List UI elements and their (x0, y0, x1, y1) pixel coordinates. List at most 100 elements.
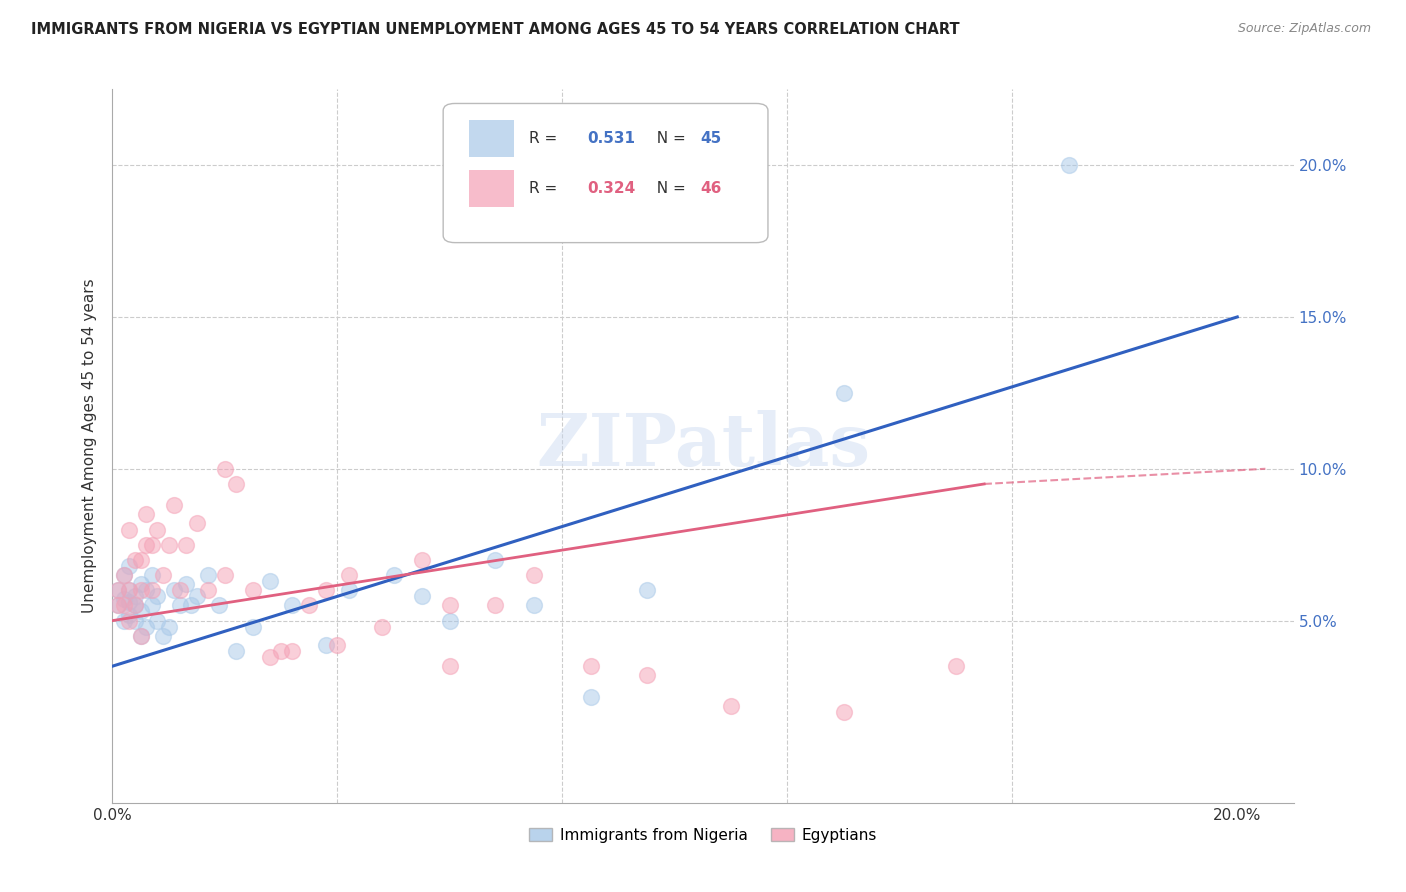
Point (174, 538, 197, 552)
Point (124, 599, 146, 613)
Point (112, 614, 135, 628)
Point (298, 599, 321, 613)
Point (129, 629, 152, 643)
Point (141, 599, 163, 613)
Point (259, 574, 281, 588)
Point (163, 498, 186, 512)
Text: 0.324: 0.324 (588, 181, 636, 196)
Point (214, 568, 236, 582)
Y-axis label: Unemployment Among Ages 45 to 54 years: Unemployment Among Ages 45 to 54 years (82, 278, 97, 614)
Point (135, 508, 157, 522)
Point (124, 599, 146, 613)
Text: R =: R = (530, 131, 568, 146)
Point (129, 553, 152, 567)
Point (129, 629, 152, 643)
Point (242, 583, 264, 598)
Point (636, 668, 658, 682)
Text: Source: ZipAtlas.com: Source: ZipAtlas.com (1237, 22, 1371, 36)
Point (107, 583, 129, 598)
Point (118, 558, 141, 573)
Point (107, 583, 129, 598)
Point (169, 599, 191, 613)
Point (146, 614, 169, 628)
Text: IMMIGRANTS FROM NIGERIA VS EGYPTIAN UNEMPLOYMENT AMONG AGES 45 TO 54 YEARS CORRE: IMMIGRANTS FROM NIGERIA VS EGYPTIAN UNEM… (31, 22, 959, 37)
Point (129, 605, 152, 619)
Point (579, 659, 602, 673)
Point (832, 385, 855, 400)
FancyBboxPatch shape (470, 120, 515, 157)
Point (129, 583, 152, 598)
Point (135, 620, 157, 634)
Point (152, 629, 174, 643)
Point (180, 599, 202, 613)
Point (124, 590, 146, 604)
Point (225, 477, 247, 491)
Point (439, 599, 461, 613)
Text: 45: 45 (700, 131, 721, 146)
Point (720, 698, 742, 713)
Point (242, 620, 264, 634)
Point (124, 553, 146, 567)
Point (112, 592, 135, 607)
Point (141, 583, 163, 598)
Point (118, 595, 141, 609)
Point (411, 553, 433, 567)
Point (112, 568, 135, 582)
Point (129, 577, 152, 591)
Point (945, 659, 967, 673)
Text: 46: 46 (700, 181, 723, 196)
Point (146, 523, 169, 537)
Point (135, 583, 157, 598)
Point (112, 568, 135, 582)
Point (382, 568, 405, 582)
Point (214, 462, 236, 476)
Point (225, 644, 247, 658)
Point (259, 650, 281, 665)
Point (135, 538, 157, 552)
Point (174, 577, 197, 591)
Point (118, 607, 141, 622)
Text: 0.531: 0.531 (588, 131, 636, 146)
Point (186, 590, 208, 604)
Point (371, 620, 394, 634)
Point (484, 599, 506, 613)
Point (118, 583, 141, 598)
Point (281, 599, 304, 613)
FancyBboxPatch shape (443, 103, 768, 243)
Point (484, 553, 506, 567)
Point (337, 568, 360, 582)
Point (157, 538, 180, 552)
Point (281, 644, 304, 658)
Text: ZIPatlas: ZIPatlas (536, 410, 870, 482)
Point (337, 583, 360, 598)
Point (197, 568, 219, 582)
Point (439, 614, 461, 628)
Point (315, 638, 337, 652)
Point (1057, 158, 1080, 172)
Point (152, 568, 174, 582)
Point (186, 516, 208, 531)
Point (163, 583, 186, 598)
Point (157, 620, 180, 634)
Point (326, 638, 349, 652)
Point (411, 590, 433, 604)
Point (523, 599, 546, 613)
Point (315, 583, 337, 598)
Point (208, 599, 231, 613)
Point (636, 583, 658, 598)
Point (141, 568, 163, 582)
Point (124, 614, 146, 628)
Point (523, 568, 546, 582)
Point (118, 614, 141, 628)
Text: N =: N = (648, 181, 692, 196)
Point (118, 523, 141, 537)
Legend: Immigrants from Nigeria, Egyptians: Immigrants from Nigeria, Egyptians (523, 822, 883, 848)
Point (107, 599, 129, 613)
Text: N =: N = (648, 131, 692, 146)
Text: R =: R = (530, 181, 568, 196)
Point (118, 583, 141, 598)
Point (270, 644, 292, 658)
Point (112, 599, 135, 613)
Point (579, 690, 602, 704)
Point (146, 590, 169, 604)
